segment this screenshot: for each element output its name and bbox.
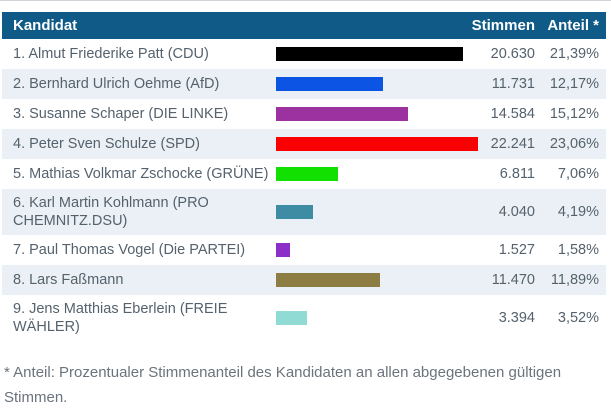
share-value: 11,89% (550, 272, 599, 288)
candidate-name: 4. Peter Sven Schulze (SPD) (13, 136, 200, 152)
table-row: 9. Jens Matthias Eberlein (FREIE WÄHLER)… (2, 295, 606, 341)
results-table: Kandidat Stimmen Anteil * 1. Almut Fried… (2, 12, 606, 341)
table-row: 4. Peter Sven Schulze (SPD) 22.241 23,06% (2, 129, 606, 159)
vote-bar-cell (276, 205, 480, 219)
candidate-name: 9. Jens Matthias Eberlein (FREIE WÄHLER) (13, 301, 228, 335)
vote-bar-cell (276, 107, 480, 121)
votes-value: 22.241 (490, 136, 535, 152)
table-header-row: Kandidat Stimmen Anteil * (2, 12, 606, 39)
vote-bar-cell (276, 47, 480, 61)
vote-bar-cell (276, 311, 480, 325)
table-row: 5. Mathias Volkmar Zschocke (GRÜNE) 6.811… (2, 159, 606, 189)
table-row: 1. Almut Friederike Patt (CDU) 20.630 21,3… (2, 39, 606, 69)
table-row: 8. Lars Faßmann 11.470 11,89% (2, 265, 606, 295)
candidate-name: 2. Bernhard Ulrich Oehme (AfD) (13, 76, 220, 92)
candidate-name: 7. Paul Thomas Vogel (Die PARTEI) (13, 242, 246, 258)
vote-bar (276, 167, 338, 181)
vote-bar-cell (276, 167, 480, 181)
candidate-name: 5. Mathias Volkmar Zschocke (GRÜNE) (13, 166, 269, 182)
share-value: 4,19% (557, 204, 599, 220)
share-value: 7,06% (557, 166, 599, 182)
share-value: 12,17% (549, 76, 599, 92)
votes-value: 3.394 (498, 310, 535, 326)
vote-bar-cell (276, 137, 480, 151)
share-value: 15,12% (549, 106, 599, 122)
table-body: 1. Almut Friederike Patt (CDU) 20.630 21,3… (2, 39, 606, 341)
share-value: 21,39% (549, 46, 599, 62)
table-row: 7. Paul Thomas Vogel (Die PARTEI) 1.527 1,… (2, 235, 606, 265)
vote-bar (276, 205, 313, 219)
col-header-anteil: Anteil * (547, 17, 599, 34)
candidate-name: 1. Almut Friederike Patt (CDU) (13, 46, 209, 62)
table-row: 2. Bernhard Ulrich Oehme (AfD) 11.731 12,1… (2, 69, 606, 99)
col-header-kandidat: Kandidat (13, 17, 78, 34)
vote-bar-cell (276, 273, 480, 287)
vote-bar (276, 311, 307, 325)
votes-value: 11.470 (491, 272, 535, 288)
share-value: 1,58% (557, 242, 599, 258)
votes-value: 20.630 (490, 46, 535, 62)
votes-value: 11.731 (491, 76, 535, 92)
vote-bar-cell (276, 77, 480, 91)
votes-value: 4.040 (498, 204, 535, 220)
vote-bar (276, 243, 290, 257)
vote-bar-cell (276, 243, 480, 257)
vote-bar (276, 47, 463, 61)
table-row: 6. Karl Martin Kohlmann (PRO CHEMNITZ.DS… (2, 189, 606, 235)
col-header-stimmen: Stimmen (471, 17, 535, 34)
votes-value: 6.811 (499, 166, 535, 182)
vote-bar (276, 107, 408, 121)
footnote: * Anteil: Prozentualer Stimmenanteil des… (4, 364, 562, 406)
votes-value: 14.584 (490, 106, 535, 122)
vote-bar (276, 273, 380, 287)
vote-bar (276, 77, 383, 91)
candidate-name: 8. Lars Faßmann (13, 272, 124, 288)
candidate-name: 3. Susanne Schaper (DIE LINKE) (13, 106, 229, 122)
table-row: 3. Susanne Schaper (DIE LINKE) 14.584 15,1… (2, 99, 606, 129)
candidate-name: 6. Karl Martin Kohlmann (PRO CHEMNITZ.DS… (13, 195, 209, 229)
vote-bar (276, 137, 478, 151)
share-value: 3,52% (557, 310, 599, 326)
share-value: 23,06% (549, 136, 599, 152)
votes-value: 1.527 (498, 242, 535, 258)
